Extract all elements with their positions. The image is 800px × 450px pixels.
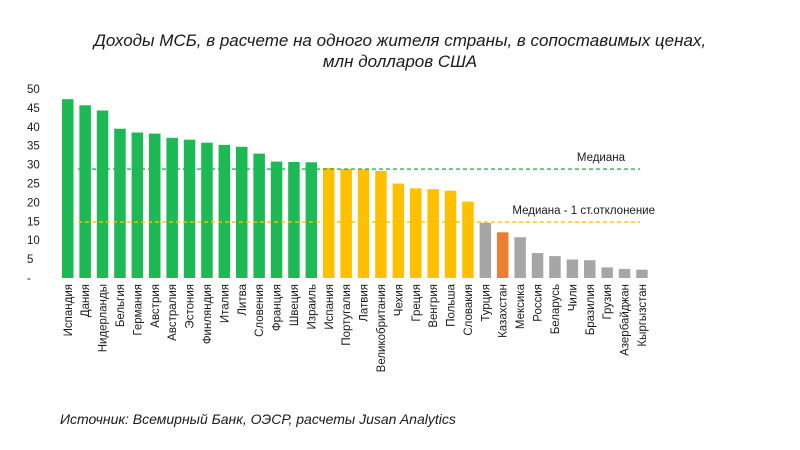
x-tick-label: Словакия (463, 284, 475, 336)
chart-title-line1: Доходы МСБ, в расчете на одного жителя с… (93, 31, 707, 50)
bars (62, 99, 648, 278)
bar-34 (636, 269, 648, 278)
y-axis: - 5 10 15 20 25 30 35 40 45 50 (27, 84, 40, 285)
y-tick-label: 40 (27, 122, 40, 134)
bar-16 (323, 168, 335, 278)
x-tick-label: Россия (533, 284, 545, 322)
x-tick-label: Испания (324, 284, 336, 330)
bar-19 (375, 171, 387, 278)
chart-title: Доходы МСБ, в расчете на одного жителя с… (0, 30, 800, 72)
bar-33 (618, 268, 631, 278)
bar-10 (218, 144, 231, 278)
bar-9 (201, 142, 213, 278)
x-tick-label: Финляндия (202, 284, 214, 344)
x-tick-label: Чили (567, 284, 579, 311)
bar-12 (253, 153, 265, 278)
median-label: Медиана (577, 152, 626, 164)
y-tick-label: 20 (27, 197, 40, 209)
bar-4 (114, 128, 126, 278)
x-tick-label: Италия (219, 284, 231, 323)
x-tick-label: Азербайджан (620, 284, 632, 356)
x-tick-label: Австралия (167, 284, 179, 341)
x-tick-label: Испандия (63, 284, 75, 336)
x-tick-label: Бельгия (115, 284, 127, 327)
bar-18 (357, 169, 370, 278)
y-tick-label: 25 (27, 179, 40, 191)
x-tick-label: Венгрия (428, 284, 440, 328)
x-tick-label: Кыргызстан (637, 284, 649, 347)
x-tick-label: Турция (480, 284, 492, 322)
x-tick-label: Чехия (393, 284, 405, 316)
bar-27 (514, 237, 526, 278)
x-tick-label: Словения (254, 284, 266, 337)
x-tick-label: Беларусь (550, 284, 562, 334)
bar-23 (444, 190, 457, 278)
x-tick-label: Литва (237, 283, 249, 315)
bar-3 (96, 110, 109, 278)
bar-25 (479, 222, 492, 278)
bar-29 (549, 256, 561, 278)
bar-28 (531, 253, 544, 278)
x-tick-label: Германия (132, 284, 144, 336)
x-tick-label: Великобритания (376, 284, 388, 372)
y-tick-label: 50 (27, 84, 40, 96)
x-tick-label: Грузия (602, 284, 614, 320)
x-tick-label: Эстония (185, 284, 197, 329)
x-tick-label: Нидерланды (98, 284, 110, 352)
chart-title-line2: млн долларов США (322, 52, 478, 71)
bar-20 (392, 183, 405, 278)
bar-31 (584, 260, 596, 278)
median-minus-sd-label: Медиана - 1 ст.отклонение (512, 205, 655, 217)
x-tick-label: Дания (80, 284, 92, 317)
x-tick-label: Бразилия (585, 284, 597, 335)
x-tick-label: Португалия (341, 284, 353, 346)
bar-chart: - 5 10 15 20 25 30 35 40 45 50 Медиана Медиана - 1 … (27, 84, 655, 372)
x-tick-label: Мексика (515, 283, 527, 329)
bar-1 (62, 99, 74, 278)
bar-32 (601, 267, 613, 278)
bar-26 (497, 232, 509, 278)
x-tick-label: Казахстан (498, 284, 510, 338)
y-tick-label: 5 (27, 254, 33, 266)
bar-30 (566, 259, 579, 278)
x-tick-label: Греция (411, 284, 423, 322)
x-tick-label: Польша (446, 283, 458, 326)
y-tick-label: - (27, 273, 31, 285)
bar-13 (270, 161, 283, 278)
x-tick-label: Франция (272, 284, 284, 331)
bar-11 (236, 146, 248, 278)
bar-22 (427, 189, 439, 278)
bar-15 (305, 162, 318, 278)
bar-24 (462, 201, 474, 278)
y-tick-label: 10 (27, 235, 40, 247)
y-tick-label: 45 (27, 103, 40, 115)
x-tick-label: Латвия (359, 284, 371, 322)
bar-5 (131, 132, 144, 278)
x-axis-labels: Испандия Дания Нидерланды Бельгия Германия Ав… (63, 283, 649, 372)
bar-7 (166, 137, 178, 278)
bar-6 (149, 133, 161, 278)
bar-21 (410, 188, 422, 278)
bar-14 (288, 162, 300, 278)
reference-lines: Медиана Медиана - 1 ст.отклонение (78, 152, 655, 223)
y-tick-label: 15 (27, 216, 40, 228)
bar-2 (79, 105, 91, 278)
x-tick-label: Израиль (306, 284, 318, 329)
bar-8 (183, 139, 196, 278)
y-tick-label: 30 (27, 160, 40, 172)
source-note: Источник: Всемирный Банк, ОЭСР, расчеты … (60, 411, 456, 427)
x-tick-label: Швеция (289, 284, 301, 326)
y-tick-label: 35 (27, 141, 40, 153)
bar-17 (340, 168, 352, 278)
x-tick-label: Австрия (150, 284, 162, 328)
